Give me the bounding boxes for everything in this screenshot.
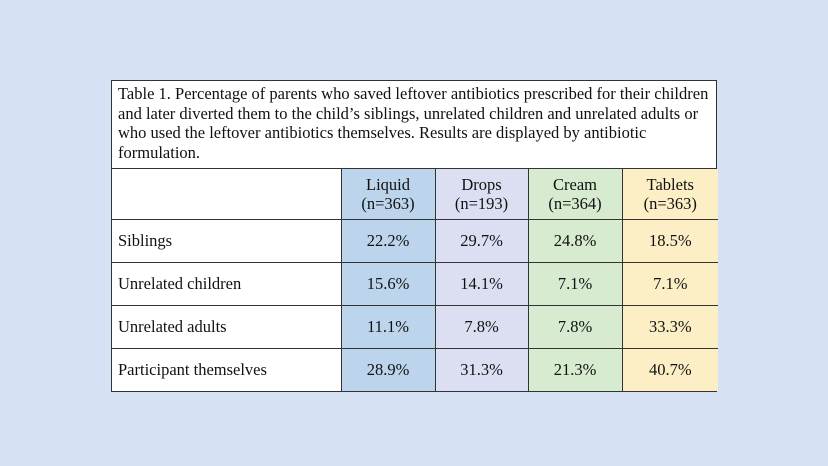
- cell-unrelated-adults-cream: 7.8%: [527, 304, 623, 349]
- cell-unrelated-children-cream: 7.1%: [527, 261, 623, 306]
- cell-unrelated-children-tablets: 7.1%: [621, 261, 718, 306]
- cell-siblings-liquid: 22.2%: [340, 218, 436, 263]
- header-liquid: Liquid (n=363): [340, 169, 436, 220]
- cell-participant-cream: 21.3%: [527, 347, 623, 391]
- cell-unrelated-adults-drops: 7.8%: [434, 304, 529, 349]
- table-row: Participant themselves 28.9% 31.3% 21.3%…: [112, 347, 718, 391]
- header-cream: Cream (n=364): [527, 169, 623, 220]
- header-cream-n: (n=364): [548, 193, 602, 213]
- header-cream-name: Cream: [553, 174, 597, 194]
- table-row: Siblings 22.2% 29.7% 24.8% 18.5%: [112, 218, 718, 263]
- cell-participant-liquid: 28.9%: [340, 347, 436, 391]
- cell-participant-tablets: 40.7%: [621, 347, 718, 391]
- table-figure: Table 1. Percentage of parents who saved…: [111, 80, 718, 392]
- cell-unrelated-children-drops: 14.1%: [434, 261, 529, 306]
- cell-unrelated-children-liquid: 15.6%: [340, 261, 436, 306]
- cell-participant-drops: 31.3%: [434, 347, 529, 391]
- cell-siblings-cream: 24.8%: [527, 218, 623, 263]
- cell-siblings-drops: 29.7%: [434, 218, 529, 263]
- row-label-siblings: Siblings: [112, 218, 342, 263]
- header-drops-name: Drops: [461, 174, 502, 194]
- data-table: Liquid (n=363) Drops (n=193) Cream (n=36…: [112, 169, 718, 391]
- header-liquid-n: (n=363): [361, 193, 415, 213]
- header-drops-n: (n=193): [454, 193, 509, 213]
- table-row: Unrelated children 15.6% 14.1% 7.1% 7.1%: [112, 261, 718, 306]
- header-drops: Drops (n=193): [434, 169, 529, 220]
- header-liquid-name: Liquid: [366, 174, 410, 194]
- cell-siblings-tablets: 18.5%: [621, 218, 718, 263]
- row-label-participant-themselves: Participant themselves: [112, 347, 342, 391]
- cell-unrelated-adults-liquid: 11.1%: [340, 304, 436, 349]
- table-row: Unrelated adults 11.1% 7.8% 7.8% 33.3%: [112, 304, 718, 349]
- header-tablets-n: (n=363): [643, 193, 697, 213]
- cell-unrelated-adults-tablets: 33.3%: [621, 304, 718, 349]
- header-row: Liquid (n=363) Drops (n=193) Cream (n=36…: [112, 169, 718, 220]
- header-tablets: Tablets (n=363): [621, 169, 718, 220]
- row-label-unrelated-children: Unrelated children: [112, 261, 342, 306]
- row-label-unrelated-adults: Unrelated adults: [112, 304, 342, 349]
- header-tablets-name: Tablets: [646, 174, 694, 194]
- table-caption: Table 1. Percentage of parents who saved…: [112, 81, 716, 169]
- header-corner: [112, 169, 342, 220]
